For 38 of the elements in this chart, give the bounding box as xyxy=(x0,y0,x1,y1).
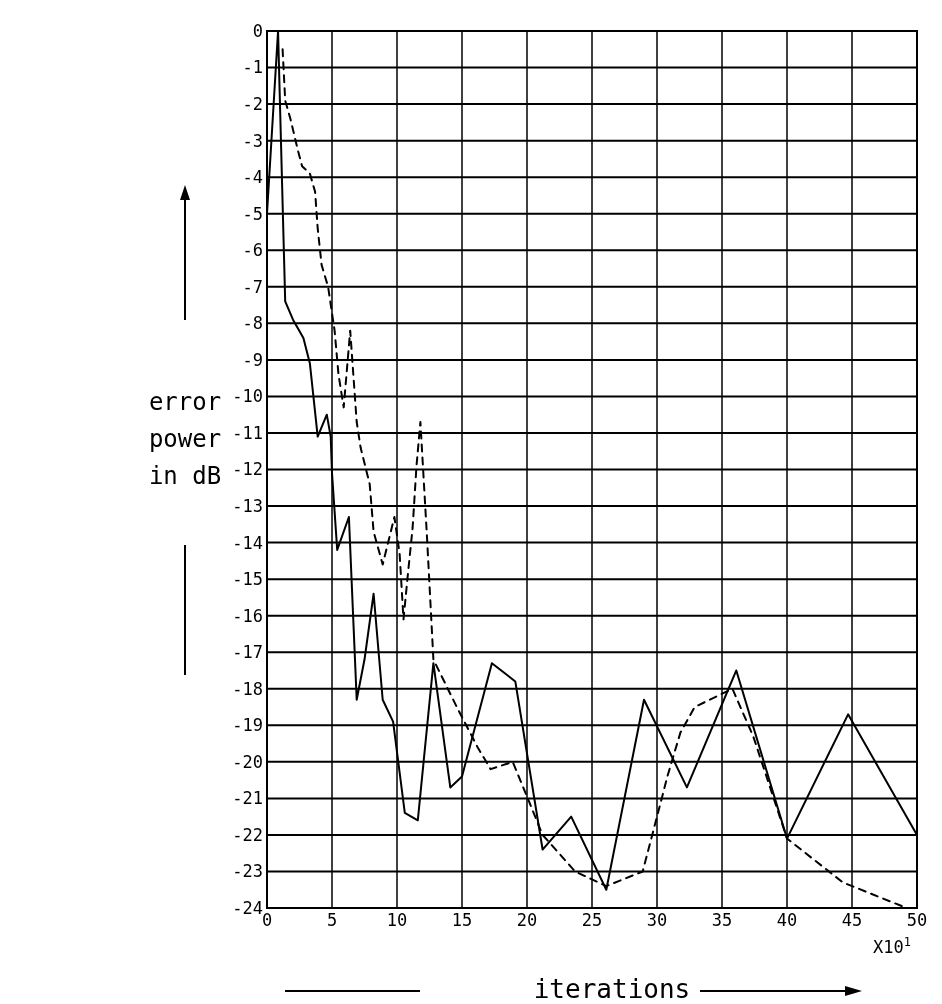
y-tick-label: -2 xyxy=(242,94,263,115)
x-tick-label: 50 xyxy=(906,910,928,930)
y-tick-label: -4 xyxy=(242,167,263,188)
y-tick-label: -16 xyxy=(232,605,263,626)
y-tick-label: -1 xyxy=(242,57,263,78)
y-tick-label: -13 xyxy=(232,495,263,516)
y-tick-label: -12 xyxy=(232,459,263,480)
y-tick-label: -11 xyxy=(232,422,263,443)
y-tick-label: -20 xyxy=(232,751,263,772)
y-tick-label: -7 xyxy=(242,276,263,297)
x-tick-label: 5 xyxy=(326,910,338,930)
x-tick-label: 15 xyxy=(451,910,473,930)
y-tick-label: -10 xyxy=(232,386,263,407)
y-tick-label: -18 xyxy=(232,678,263,699)
y-tick-label: -24 xyxy=(232,897,263,918)
y-tick-label: -14 xyxy=(232,532,263,553)
y-tick-label: -8 xyxy=(242,313,263,334)
x-tick-label: 30 xyxy=(646,910,668,930)
y-tick-label: -5 xyxy=(242,203,263,224)
y-tick-label: -22 xyxy=(232,824,263,845)
y-tick-label: -23 xyxy=(232,861,263,882)
y-tick-label: -15 xyxy=(232,569,263,590)
text: X10$^{1}$ xyxy=(873,935,911,957)
x-tick-label: 45 xyxy=(841,910,863,930)
y-tick-label: 0 xyxy=(252,20,263,41)
x-axis-title: iterations xyxy=(533,974,691,1004)
y-tick-label: -9 xyxy=(242,349,263,370)
y-tick-label: -17 xyxy=(232,642,263,663)
x-tick-label: 35 xyxy=(711,910,733,930)
x-tick-label: 25 xyxy=(581,910,603,930)
x-tick-label: 20 xyxy=(516,910,538,930)
y-tick-label: -19 xyxy=(232,715,263,736)
y-tick-label: -21 xyxy=(232,788,263,809)
y-tick-label: -6 xyxy=(242,240,263,261)
x-tick-label: 40 xyxy=(776,910,798,930)
y-axis-title: error power in dB xyxy=(148,387,222,490)
y-tick-label: -3 xyxy=(242,130,263,151)
x-tick-label: 10 xyxy=(386,910,408,930)
